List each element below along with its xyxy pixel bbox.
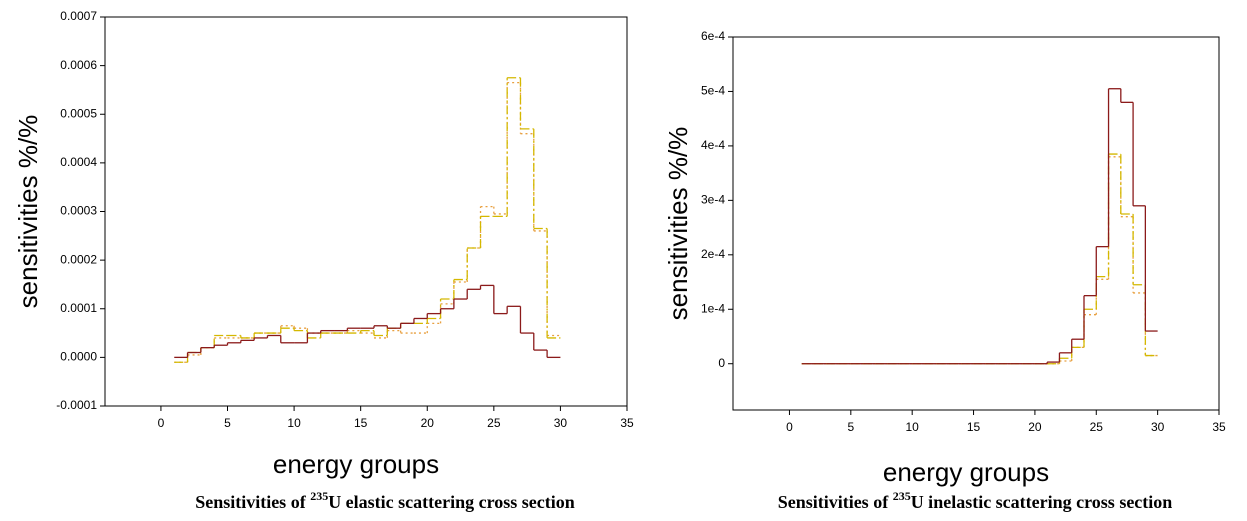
y-tick-label: 0.0005	[60, 106, 97, 120]
x-tick-label: 5	[224, 416, 231, 430]
x-tick-label: 5	[847, 420, 854, 434]
plot-frame	[104, 16, 628, 407]
y-tick-label: 2e-4	[701, 247, 725, 261]
caption: Sensitivities of 235U inelastic scatteri…	[778, 489, 1173, 512]
plot-frame	[732, 36, 1220, 411]
y-tick-label: 6e-4	[701, 29, 725, 43]
x-tick-label: 10	[906, 420, 920, 434]
y-tick-label: 0.0002	[60, 252, 97, 266]
y-tick-label: 0	[718, 356, 725, 370]
x-tick-label: 25	[487, 416, 501, 430]
y-axis-label: sensitivities %/%	[663, 127, 693, 321]
x-tick-label: 35	[620, 416, 634, 430]
y-tick-label: -0.0001	[56, 398, 97, 412]
x-tick-label: 20	[421, 416, 435, 430]
caption-text: U elastic scattering cross section	[328, 492, 575, 512]
x-tick-label: 0	[158, 416, 165, 430]
y-tick-label: 0.0003	[60, 204, 97, 218]
caption-text: Sensitivities of	[195, 492, 310, 512]
y-tick-label: 0.0007	[60, 9, 97, 23]
x-tick-label: 15	[354, 416, 368, 430]
y-tick-label: 0.0004	[60, 155, 97, 169]
x-tick-label: 20	[1028, 420, 1042, 434]
y-tick-label: 3e-4	[701, 193, 725, 207]
y-axis-label: sensitivities %/%	[13, 115, 43, 309]
x-tick-label: 15	[967, 420, 981, 434]
caption-text: U inelastic scattering cross section	[911, 492, 1173, 512]
y-tick-label: 1e-4	[701, 301, 725, 315]
caption-text: Sensitivities of	[778, 492, 893, 512]
y-tick-label: 4e-4	[701, 138, 725, 152]
caption: Sensitivities of 235U elastic scattering…	[195, 489, 575, 512]
caption-superscript: 235	[893, 489, 911, 503]
chart: 0 5 10 15 20 25 30 35 -0.0001 0.0000 0.0001 0.0002 0…	[13, 9, 634, 512]
chart: 0 5 10 15 20 25 30 35 0 1e-4 2e-4 3e-4 4e-4 5e-4 6e-4 e…	[663, 29, 1226, 512]
y-tick-label: 0.0000	[60, 350, 97, 364]
y-tick-label: 0.0006	[60, 58, 97, 72]
x-tick-label: 30	[1151, 420, 1165, 434]
caption-superscript: 235	[310, 489, 328, 503]
x-tick-label: 0	[786, 420, 793, 434]
y-tick-label: 5e-4	[701, 84, 725, 98]
x-tick-label: 10	[287, 416, 301, 430]
y-tick-label: 0.0001	[60, 301, 97, 315]
x-tick-label: 30	[554, 416, 568, 430]
x-axis-label: energy groups	[883, 457, 1049, 487]
x-tick-label: 25	[1090, 420, 1104, 434]
x-axis-label: energy groups	[273, 449, 439, 479]
x-tick-label: 35	[1212, 420, 1226, 434]
